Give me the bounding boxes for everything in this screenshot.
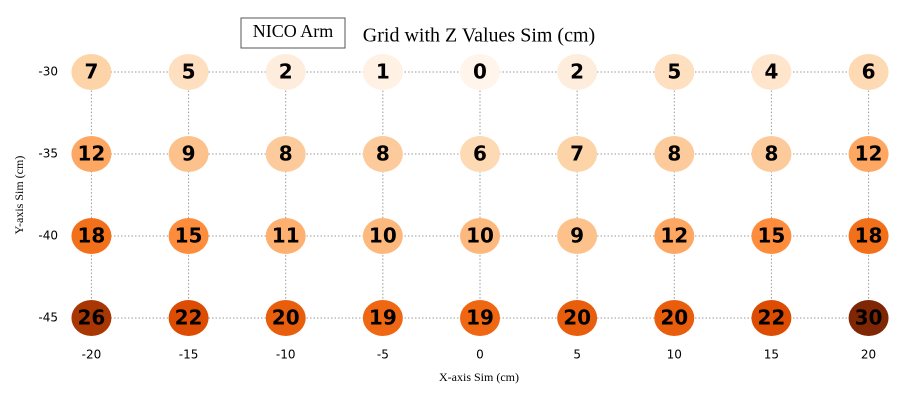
point <box>460 218 500 254</box>
point <box>71 136 112 172</box>
value-label: 12 <box>855 142 883 166</box>
value-label: 6 <box>473 142 487 166</box>
point <box>168 136 209 172</box>
point <box>848 218 889 254</box>
point <box>265 136 306 172</box>
point <box>265 218 306 254</box>
point <box>71 300 112 336</box>
point <box>654 54 695 90</box>
point <box>557 300 598 336</box>
value-label: 10 <box>369 224 397 248</box>
x-tick-label: 15 <box>764 348 779 362</box>
value-label: 8 <box>376 142 390 166</box>
point <box>460 300 500 336</box>
point <box>751 300 792 336</box>
point <box>168 218 209 254</box>
point <box>460 54 500 90</box>
x-axis-label: X-axis Sim (cm) <box>439 370 519 384</box>
value-label: 1 <box>376 60 390 84</box>
value-label: 12 <box>78 142 106 166</box>
point <box>654 218 695 254</box>
x-tick-label: -15 <box>179 348 199 362</box>
value-label: 18 <box>78 224 106 248</box>
value-label: 7 <box>570 142 584 166</box>
value-label: 9 <box>570 224 584 248</box>
x-tick-label: 10 <box>667 348 682 362</box>
value-label: 22 <box>758 306 786 330</box>
point <box>71 54 112 90</box>
point <box>557 54 598 90</box>
point <box>362 136 403 172</box>
annotation: NICO Arm <box>253 21 334 41</box>
value-label: 2 <box>279 60 293 84</box>
y-tick-label: -30 <box>38 65 58 79</box>
point <box>265 300 306 336</box>
point <box>557 218 598 254</box>
point <box>848 300 889 336</box>
value-label: 9 <box>182 142 196 166</box>
value-label: 11 <box>272 224 300 248</box>
value-label: 5 <box>667 60 681 84</box>
y-axis-label: Y-axis Sim (cm) <box>12 156 26 235</box>
point <box>168 300 209 336</box>
value-label: 19 <box>369 306 397 330</box>
value-label: 20 <box>272 306 300 330</box>
point <box>751 218 792 254</box>
value-label: 12 <box>660 224 688 248</box>
value-label: 8 <box>667 142 681 166</box>
x-tick-label: 20 <box>861 348 876 362</box>
y-tick-label: -40 <box>38 229 58 243</box>
value-label: 7 <box>84 60 98 84</box>
value-label: 6 <box>862 60 876 84</box>
value-label: 4 <box>764 60 778 84</box>
value-label: 8 <box>279 142 293 166</box>
value-label: 15 <box>758 224 786 248</box>
value-label: 30 <box>855 306 883 330</box>
value-label: 0 <box>473 60 487 84</box>
chart-title: Grid with Z Values Sim (cm) <box>363 25 595 47</box>
x-tick-label: -5 <box>377 348 389 362</box>
point <box>654 136 695 172</box>
value-label: 8 <box>764 142 778 166</box>
point <box>71 218 112 254</box>
point <box>168 54 209 90</box>
point <box>848 136 889 172</box>
point <box>848 54 889 90</box>
x-tick-label: -10 <box>276 348 296 362</box>
x-tick-label: 5 <box>573 348 581 362</box>
value-label: 2 <box>570 60 584 84</box>
value-label: 22 <box>175 306 203 330</box>
value-label: 19 <box>466 306 494 330</box>
point <box>265 54 306 90</box>
value-label: 10 <box>466 224 494 248</box>
value-label: 18 <box>855 224 883 248</box>
annotation-box <box>240 17 346 49</box>
value-label: 26 <box>78 306 106 330</box>
point <box>751 136 792 172</box>
value-label: 5 <box>182 60 196 84</box>
point <box>362 54 403 90</box>
point <box>362 300 403 336</box>
y-tick-label: -45 <box>38 311 58 325</box>
x-tick-label: -20 <box>82 348 102 362</box>
y-tick-label: -35 <box>38 147 58 161</box>
value-label: 20 <box>660 306 688 330</box>
point <box>557 136 598 172</box>
point <box>362 218 403 254</box>
point <box>751 54 792 90</box>
point <box>654 300 695 336</box>
value-label: 15 <box>175 224 203 248</box>
point <box>460 136 500 172</box>
x-tick-label: 0 <box>476 348 484 362</box>
value-label: 20 <box>563 306 591 330</box>
